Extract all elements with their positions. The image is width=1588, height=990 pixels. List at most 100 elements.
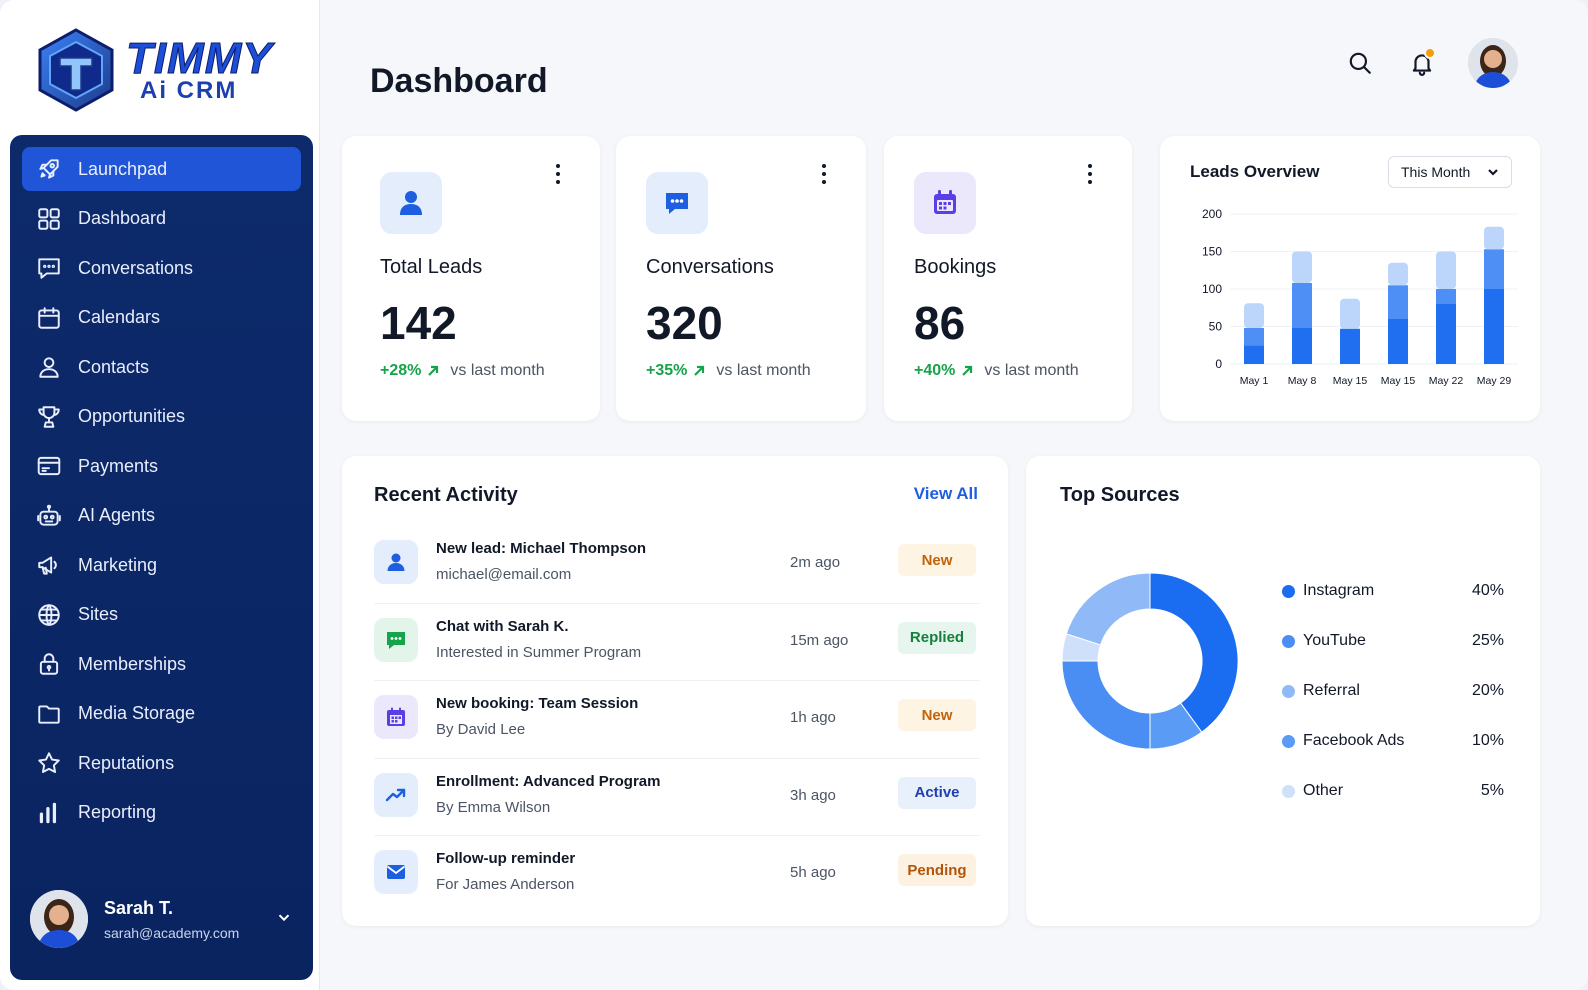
stat-trend-text: vs last month — [984, 362, 1079, 379]
bar-segment[interactable] — [1292, 251, 1312, 284]
donut-slice[interactable] — [1061, 660, 1151, 750]
list-item[interactable]: New booking: Team Session By David Lee 1h … — [374, 681, 980, 759]
stat-value: 142 — [380, 297, 457, 349]
bar-segment[interactable] — [1436, 304, 1456, 364]
section-title: Top Sources — [1060, 484, 1180, 506]
legend-dot — [1282, 634, 1295, 648]
trend-up-icon — [385, 788, 406, 801]
activity-title: Chat with Sarah K. — [436, 617, 569, 635]
bar-segment[interactable] — [1244, 328, 1264, 346]
sidebar-item-contacts[interactable]: Contacts — [22, 345, 301, 389]
legend-percent: 5% — [1480, 782, 1504, 799]
mail-icon — [386, 865, 406, 879]
activity-icon-bg — [374, 850, 418, 894]
bar-segment[interactable] — [1340, 328, 1360, 364]
sidebar-item-label: Dashboard — [78, 208, 167, 228]
sidebar-item-ai-agents[interactable]: AI Agents — [22, 494, 301, 538]
activity-icon-bg — [374, 695, 418, 739]
search-button[interactable] — [1344, 47, 1376, 79]
legend-item: Referral 20% — [1282, 666, 1504, 716]
sidebar-item-sites[interactable]: Sites — [22, 593, 301, 637]
user-icon — [387, 553, 405, 571]
more-options-icon[interactable] — [1084, 162, 1096, 186]
bar-segment[interactable] — [1388, 285, 1408, 319]
folder-icon — [38, 704, 60, 724]
activity-subtitle: Interested in Summer Program — [436, 643, 642, 661]
sidebar-item-memberships[interactable]: Memberships — [22, 642, 301, 686]
list-item[interactable]: Chat with Sarah K. Interested in Summer P… — [374, 604, 980, 681]
chart-title: Leads Overview — [1190, 162, 1320, 181]
bar-segment[interactable] — [1340, 298, 1360, 329]
sidebar-nav: Launchpad Dashboard Conversations Calendars… — [10, 135, 313, 980]
bar-segment[interactable] — [1436, 251, 1456, 290]
recent-activity-card: Recent Activity View All New lead: Micha… — [342, 456, 1008, 926]
sidebar-item-media-storage[interactable]: Media Storage — [22, 692, 301, 736]
more-options-icon[interactable] — [552, 162, 564, 186]
stat-label: Total Leads — [380, 256, 483, 278]
bar-segment[interactable] — [1436, 289, 1456, 304]
sidebar-item-calendars[interactable]: Calendars — [22, 296, 301, 340]
donut-slice[interactable] — [1149, 572, 1239, 733]
sidebar-item-payments[interactable]: Payments — [22, 444, 301, 488]
megaphone-icon — [38, 556, 57, 575]
sidebar-item-conversations[interactable]: Conversations — [22, 246, 301, 290]
donut-slice[interactable] — [1065, 572, 1151, 646]
bar-segment[interactable] — [1292, 283, 1312, 328]
y-tick-label: 150 — [1202, 245, 1222, 259]
notification-dot — [1424, 47, 1436, 59]
bar-segment[interactable] — [1292, 328, 1312, 364]
x-tick-label: May 22 — [1429, 375, 1464, 387]
page-title: Dashboard — [370, 62, 548, 100]
user-profile-card[interactable]: Sarah T. sarah@academy.com — [30, 888, 295, 950]
legend-item: YouTube 25% — [1282, 616, 1504, 666]
trophy-icon — [38, 405, 60, 428]
chat-icon — [666, 193, 688, 214]
user-name: Sarah T. — [104, 897, 174, 918]
bar-segment[interactable] — [1484, 226, 1504, 250]
avatar[interactable] — [30, 890, 88, 948]
y-tick-label: 0 — [1215, 357, 1222, 371]
notifications-button[interactable] — [1406, 47, 1438, 79]
stat-trend-percent: +28% — [380, 362, 422, 379]
sidebar-item-label: Launchpad — [78, 158, 168, 179]
stat-trend-text: vs last month — [716, 362, 811, 379]
arrow-up-right-icon — [694, 365, 705, 376]
x-tick-label: May 15 — [1333, 375, 1368, 387]
bar-segment[interactable] — [1388, 319, 1408, 364]
chevron-down-icon — [1488, 169, 1498, 176]
bar-segment[interactable] — [1244, 345, 1264, 364]
x-tick-label: May 29 — [1477, 375, 1512, 387]
activity-subtitle: michael@email.com — [436, 566, 572, 583]
legend-label: Other — [1303, 782, 1344, 799]
search-icon — [1349, 52, 1371, 74]
bar-segment[interactable] — [1484, 289, 1504, 364]
user-email: sarah@academy.com — [104, 924, 240, 941]
avatar-image-icon — [30, 890, 88, 948]
list-item[interactable]: New lead: Michael Thompson michael@email.… — [374, 526, 980, 604]
brand-logo[interactable]: TIMMY Ai CRM — [36, 28, 273, 112]
chevron-down-icon[interactable] — [275, 908, 295, 928]
list-item[interactable]: Follow-up reminder For James Anderson 5h a… — [374, 836, 980, 914]
more-options-icon[interactable] — [818, 162, 830, 186]
section-title: Recent Activity — [374, 484, 518, 506]
stat-trend-percent: +35% — [646, 362, 688, 379]
sidebar-item-marketing[interactable]: Marketing — [22, 543, 301, 587]
legend-item: Facebook Ads 10% — [1282, 716, 1504, 766]
sidebar-item-reputations[interactable]: Reputations — [22, 741, 301, 785]
bar-segment[interactable] — [1244, 303, 1264, 328]
bar-segment[interactable] — [1484, 249, 1504, 289]
top-actions — [1344, 38, 1518, 88]
legend-label: YouTube — [1303, 632, 1366, 649]
sidebar-item-dashboard[interactable]: Dashboard — [22, 197, 301, 241]
sidebar-item-launchpad[interactable]: Launchpad — [22, 147, 301, 191]
sidebar-item-reporting[interactable]: Reporting — [22, 791, 301, 835]
bar-segment[interactable] — [1388, 262, 1408, 286]
bar-chart-icon — [39, 802, 57, 823]
avatar[interactable] — [1468, 38, 1518, 88]
user-icon — [39, 357, 59, 378]
sources-donut-chart — [1061, 572, 1239, 750]
list-item[interactable]: Enrollment: Advanced Program By Emma Wils… — [374, 759, 980, 836]
range-select[interactable]: This Month — [1388, 156, 1512, 188]
sidebar-item-opportunities[interactable]: Opportunities — [22, 395, 301, 439]
view-all-link[interactable]: View All — [913, 484, 978, 503]
